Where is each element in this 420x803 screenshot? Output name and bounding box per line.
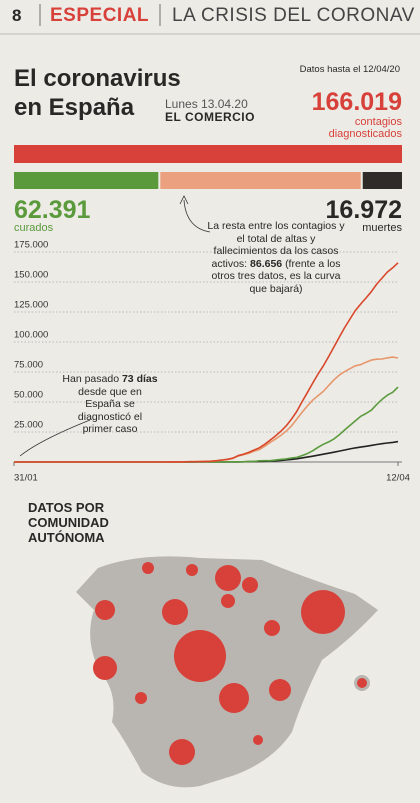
total-value: 166.019 — [311, 88, 402, 116]
annotation-text: La resta entre los contagios y el total … — [207, 220, 345, 270]
value-label: 16.972 — [325, 196, 402, 224]
map-bubble — [93, 656, 117, 680]
x-tick-label: 31/01 — [14, 473, 38, 484]
annotation-text: Han pasado — [62, 373, 120, 385]
date: Lunes 13.04.20 — [165, 97, 248, 111]
map-bubble — [219, 683, 249, 713]
map-bubble — [269, 679, 291, 701]
y-tick-label: 175.000 — [14, 240, 48, 251]
annotation: La resta entre los contagios y el total … — [206, 220, 346, 295]
y-tick-label: 125.000 — [14, 300, 48, 311]
total-bar — [14, 145, 402, 163]
map-bubble — [357, 678, 367, 688]
data-note: Datos hasta el 12/04/20 — [299, 64, 400, 75]
line — [14, 262, 399, 463]
bar-segment — [362, 172, 402, 189]
x-tick-label: 12/04 — [386, 473, 410, 484]
map-bubble — [264, 620, 280, 636]
map-bubble — [142, 562, 154, 574]
bar-segment — [14, 172, 159, 189]
map-bubble — [221, 594, 235, 608]
source: EL COMERCIO — [165, 110, 255, 124]
annotation: Han pasado 73 días desde que en España s… — [62, 373, 158, 436]
annotation-arrow — [183, 199, 211, 233]
annotation-value: 86.656 — [250, 257, 283, 270]
map-shape — [76, 556, 378, 788]
map-bubble — [162, 599, 188, 625]
map-bubble — [174, 630, 226, 682]
annotation-arrow-head — [179, 195, 189, 205]
map-bubble — [301, 590, 345, 634]
annotation-text: desde que en España se diagnosticó el pr… — [77, 385, 143, 436]
map-bubble — [135, 692, 147, 704]
bar-segment — [160, 172, 361, 189]
map-bubbles — [93, 562, 367, 765]
segment-label: curados — [14, 222, 54, 234]
y-tick-label: 75.000 — [14, 360, 43, 371]
map-bubble — [215, 565, 241, 591]
map-title: DATOS POR COMUNIDAD AUTÓNOMA — [28, 500, 109, 545]
map-bubble — [169, 739, 195, 765]
y-tick-label: 50.000 — [14, 390, 43, 401]
map-bubble — [253, 735, 263, 745]
y-tick-label: 25.000 — [14, 420, 43, 431]
annotation-text: (frente a los otros tres datos, es la cu… — [211, 257, 341, 295]
page-number: 8 — [12, 6, 22, 25]
segment-label: muertes — [362, 222, 402, 234]
map-bubble — [95, 600, 115, 620]
map-bubble — [242, 577, 258, 593]
headline: LA CRISIS DEL CORONAV — [172, 5, 415, 26]
section: ESPECIAL — [50, 5, 150, 26]
annotation-bold: 73 días — [121, 373, 158, 385]
total-label: contagios diagnosticados — [328, 116, 402, 140]
chart-title: El coronavirus en España — [14, 65, 181, 121]
y-tick-label: 100.000 — [14, 330, 48, 341]
value-label: 62.391 — [14, 196, 91, 224]
annotation-arrow — [19, 419, 91, 457]
y-tick-label: 150.000 — [14, 270, 48, 281]
map-bubble — [186, 564, 198, 576]
line — [14, 440, 399, 463]
